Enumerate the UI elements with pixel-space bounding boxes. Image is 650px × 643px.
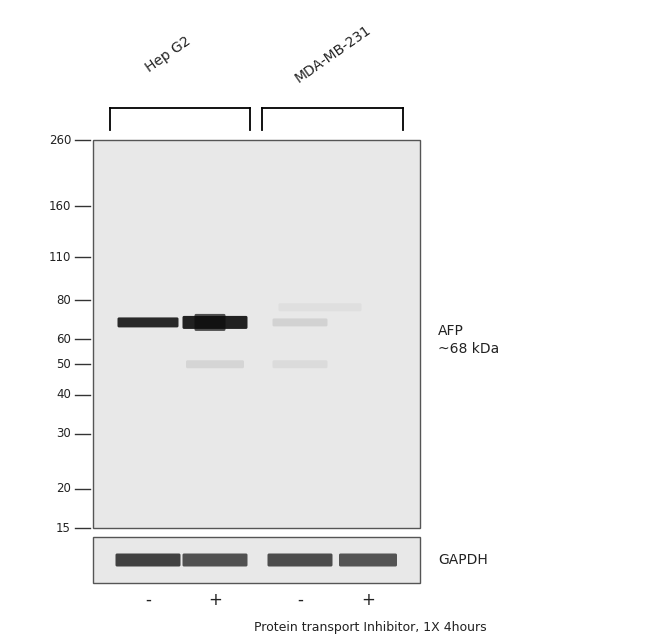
FancyBboxPatch shape <box>183 316 248 329</box>
Text: ~68 kDa: ~68 kDa <box>438 342 499 356</box>
Text: AFP: AFP <box>438 324 464 338</box>
Text: 30: 30 <box>57 427 71 440</box>
Bar <box>93 140 420 528</box>
Text: +: + <box>208 591 222 609</box>
Text: 15: 15 <box>56 521 71 534</box>
FancyBboxPatch shape <box>278 303 361 311</box>
Text: -: - <box>297 591 303 609</box>
Text: 80: 80 <box>57 294 71 307</box>
FancyBboxPatch shape <box>272 360 328 368</box>
Text: 160: 160 <box>49 199 71 213</box>
Text: +: + <box>361 591 375 609</box>
Text: Protein transport Inhibitor, 1X 4hours: Protein transport Inhibitor, 1X 4hours <box>254 622 486 635</box>
Text: 260: 260 <box>49 134 71 147</box>
Text: 60: 60 <box>56 333 71 346</box>
FancyBboxPatch shape <box>339 554 397 566</box>
Text: GAPDH: GAPDH <box>438 553 488 567</box>
Text: MDA-MB-231: MDA-MB-231 <box>292 23 374 86</box>
FancyBboxPatch shape <box>268 554 333 566</box>
FancyBboxPatch shape <box>272 318 328 327</box>
FancyBboxPatch shape <box>194 314 226 331</box>
Text: -: - <box>145 591 151 609</box>
Text: 50: 50 <box>57 358 71 371</box>
Text: 20: 20 <box>56 482 71 495</box>
Bar <box>93 537 420 583</box>
Text: 110: 110 <box>49 251 71 264</box>
FancyBboxPatch shape <box>116 554 181 566</box>
Text: Hep G2: Hep G2 <box>143 33 193 75</box>
FancyBboxPatch shape <box>183 554 248 566</box>
FancyBboxPatch shape <box>118 318 179 327</box>
Text: 40: 40 <box>56 388 71 401</box>
FancyBboxPatch shape <box>186 360 244 368</box>
